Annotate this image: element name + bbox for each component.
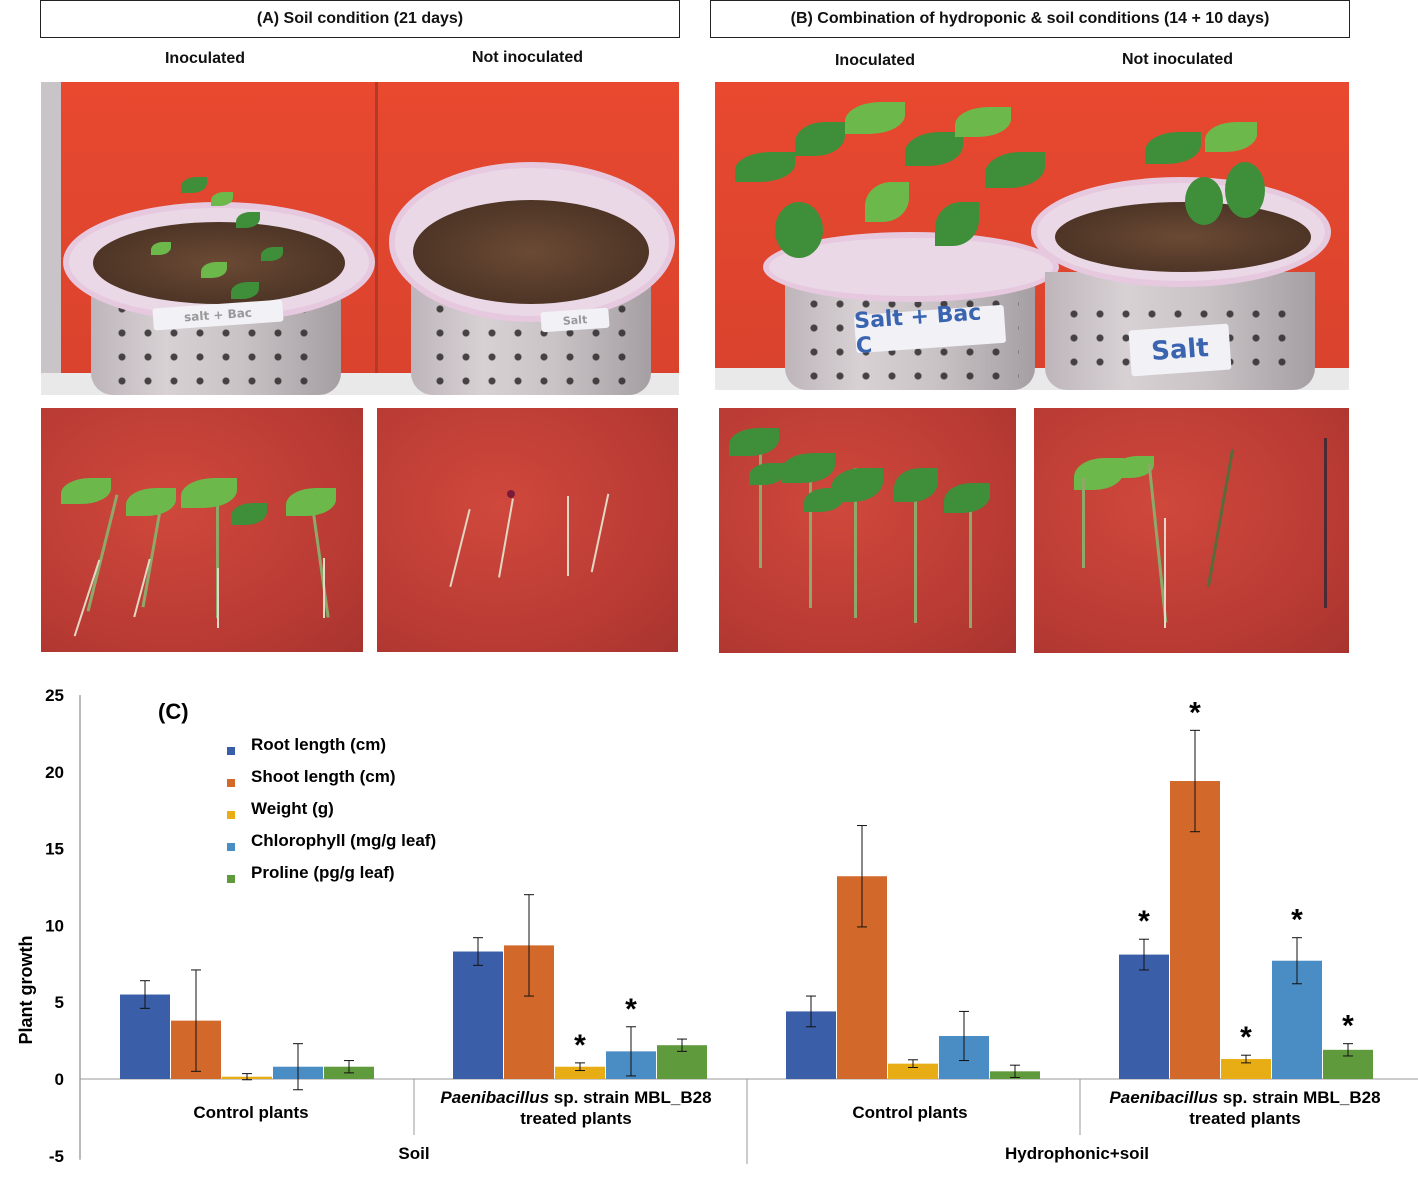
panel-b-col-inoculated: Inoculated <box>834 52 915 69</box>
legend-label: Root length (cm) <box>251 735 386 754</box>
significance-star: * <box>574 1029 586 1062</box>
panel-b-seedlings-not-inoculated-photo <box>1034 408 1349 653</box>
y-axis-title: Plant growth <box>16 936 36 1045</box>
error-bar <box>1010 1064 1020 1078</box>
legend-label: Chlorophyll (mg/g leaf) <box>251 831 436 850</box>
panel-b-seedlings-inoculated-photo <box>719 408 1016 653</box>
y-tick-label: 10 <box>45 916 64 935</box>
bar-2-1 <box>453 951 503 1079</box>
y-tick-label: 20 <box>45 763 64 782</box>
group-label: Control plants <box>193 1103 308 1122</box>
error-bar <box>908 1059 918 1068</box>
group-label: Paenibacillus sp. strain MBL_B28 <box>440 1088 711 1107</box>
group-label: Paenibacillus sp. strain MBL_B28 <box>1109 1088 1380 1107</box>
error-bar <box>959 1010 969 1062</box>
panel-a-col-inoculated: Inoculated <box>164 50 245 67</box>
y-tick-label: 5 <box>55 993 64 1012</box>
error-bar <box>806 995 816 1028</box>
plant-growth-chart: 25 20 15 10 5 0 -5 * * * * * * * Control plants Paeni… <box>0 680 1418 1174</box>
pot-label: Salt + Bac C <box>853 300 1007 359</box>
error-bar <box>575 1062 585 1072</box>
y-tick-label: 25 <box>45 686 64 705</box>
panel-b-title: (B) Combination of hydroponic & soil con… <box>710 0 1350 38</box>
error-bar <box>242 1073 252 1081</box>
group-label: Control plants <box>852 1103 967 1122</box>
chart-svg: 25 20 15 10 5 0 -5 * * * * * * * Control plants Paeni… <box>16 686 1418 1166</box>
condition-label: Soil <box>398 1144 429 1163</box>
error-bar <box>1343 1043 1353 1057</box>
group-label-line2: treated plants <box>1189 1109 1300 1128</box>
significance-star: * <box>1342 1010 1354 1043</box>
error-bar <box>140 980 150 1009</box>
error-bar <box>857 825 867 928</box>
error-bar <box>1292 937 1302 985</box>
y-tick-label: 0 <box>55 1070 64 1089</box>
error-bar <box>344 1060 354 1074</box>
y-tick-label: -5 <box>49 1147 64 1166</box>
legend-swatch <box>227 747 235 755</box>
legend-label: Shoot length (cm) <box>251 767 395 786</box>
bar-2-3 <box>555 1066 605 1079</box>
error-bar <box>1190 729 1200 833</box>
legend-swatch <box>227 811 235 819</box>
error-bar <box>191 969 201 1072</box>
significance-star: * <box>1189 696 1201 729</box>
legend-swatch <box>227 779 235 787</box>
panel-a-title: (A) Soil condition (21 days) <box>40 0 680 38</box>
panel-a-seedlings-not-inoculated-photo <box>377 408 678 652</box>
pot-label: Salt <box>1128 323 1232 377</box>
error-bar <box>677 1038 687 1052</box>
legend-label: Weight (g) <box>251 799 334 818</box>
legend-swatch <box>227 875 235 883</box>
significance-star: * <box>1240 1021 1252 1054</box>
error-bar <box>1139 938 1149 971</box>
error-bar <box>626 1026 636 1077</box>
panel-b-col-not-inoculated: Not inoculated <box>1121 51 1234 68</box>
panel-b-pot-photo: Salt + Bac C Salt <box>715 82 1349 390</box>
legend-swatch <box>227 843 235 851</box>
bar-4-1 <box>1119 954 1169 1079</box>
panel-a-col-not-inoculated: Not inoculated <box>471 49 584 66</box>
panel-a-seedlings-inoculated-photo <box>41 408 363 652</box>
condition-label: Hydrophonic+soil <box>1005 1144 1149 1163</box>
significance-star: * <box>625 993 637 1026</box>
error-bar <box>293 1043 303 1091</box>
y-tick-label: 15 <box>45 840 64 859</box>
bar-3-3 <box>888 1063 938 1079</box>
panel-c-label: (C) <box>158 699 189 724</box>
panel-a-pot-photo: salt + Bac Salt <box>41 82 679 395</box>
significance-star: * <box>1138 905 1150 938</box>
significance-star: * <box>1291 904 1303 937</box>
error-bar <box>473 937 483 966</box>
error-bar <box>1241 1054 1251 1064</box>
group-label-line2: treated plants <box>520 1109 631 1128</box>
legend-label: Proline (pg/g leaf) <box>251 863 395 882</box>
error-bar <box>524 894 534 997</box>
bar-4-3 <box>1221 1059 1271 1079</box>
